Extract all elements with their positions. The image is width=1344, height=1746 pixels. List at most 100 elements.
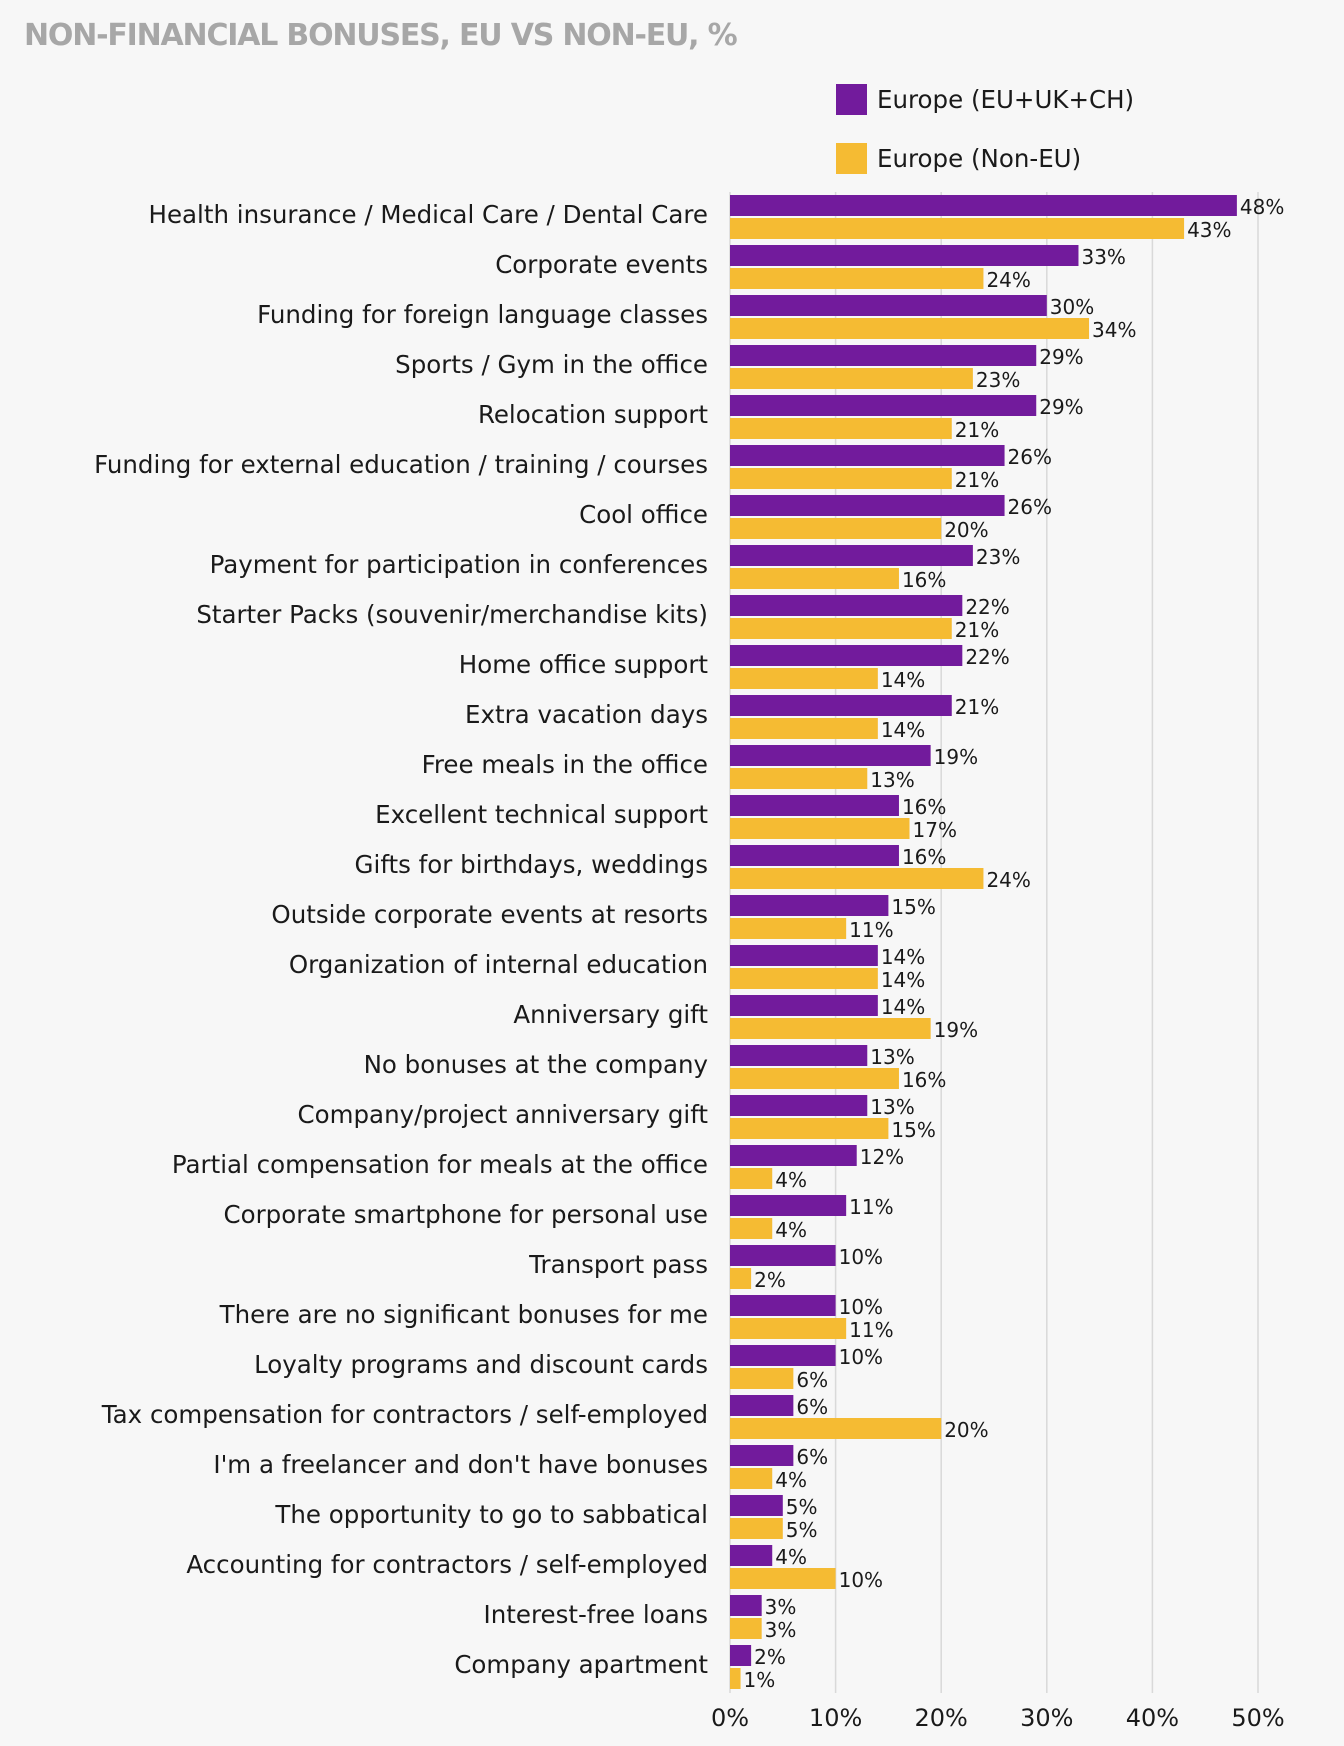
bar <box>730 768 868 789</box>
value-label: 21% <box>955 418 999 442</box>
value-label: 5% <box>786 1495 818 1519</box>
bar <box>730 668 878 689</box>
bar <box>730 1495 783 1516</box>
bar <box>730 345 1037 366</box>
value-label: 48% <box>1240 195 1284 219</box>
value-label: 29% <box>1039 395 1083 419</box>
bar <box>730 568 899 589</box>
bar <box>730 1545 773 1566</box>
value-label: 14% <box>881 668 925 692</box>
value-label: 29% <box>1039 345 1083 369</box>
value-label: 10% <box>839 1245 883 1269</box>
bar <box>730 1145 857 1166</box>
category-label: Corporate smartphone for personal use <box>224 1200 708 1229</box>
value-label: 10% <box>839 1345 883 1369</box>
bar <box>730 1468 773 1489</box>
category-label: Outside corporate events at resorts <box>271 900 708 929</box>
category-label: Organization of internal education <box>289 950 708 979</box>
value-label: 4% <box>775 1218 807 1242</box>
bars <box>730 195 1237 1689</box>
value-label: 13% <box>870 1095 914 1119</box>
x-tick-label: 0% <box>711 1704 749 1732</box>
bar <box>730 945 878 966</box>
category-label: The opportunity to go to sabbatical <box>274 1500 708 1529</box>
bar <box>730 595 963 616</box>
bar <box>730 1318 847 1339</box>
bar <box>730 545 973 566</box>
value-label: 43% <box>1187 218 1231 242</box>
x-tick-label: 40% <box>1126 1704 1179 1732</box>
value-label: 24% <box>986 868 1030 892</box>
value-label: 14% <box>881 718 925 742</box>
value-label: 19% <box>934 745 978 769</box>
value-label: 14% <box>881 968 925 992</box>
x-axis-ticks: 0% 10% 20% 30% 40% 50% <box>711 1704 1285 1732</box>
value-label: 22% <box>965 595 1009 619</box>
bar <box>730 218 1185 239</box>
bar <box>730 845 899 866</box>
value-label: 33% <box>1081 245 1125 269</box>
value-label: 19% <box>934 1018 978 1042</box>
value-labels: 48% 43% 33% 24% 30%34% 29% 23% 29% 21% 26% 21% 26% 2… <box>744 195 1285 1692</box>
category-label: Sports / Gym in the office <box>395 350 708 379</box>
bar <box>730 1018 931 1039</box>
value-label: 30% <box>1050 295 1094 319</box>
bar <box>730 645 963 666</box>
category-label: Starter Packs (souvenir/merchandise kits… <box>196 600 708 629</box>
category-label: Funding for foreign language classes <box>257 300 708 329</box>
value-label: 11% <box>849 1195 893 1219</box>
x-tick-label: 10% <box>809 1704 862 1732</box>
bar <box>730 618 952 639</box>
value-label: 6% <box>796 1368 828 1392</box>
value-label: 21% <box>955 468 999 492</box>
bar <box>730 1368 794 1389</box>
bar <box>730 495 1005 516</box>
legend-swatch <box>836 143 867 174</box>
bar <box>730 318 1090 339</box>
bar <box>730 295 1047 316</box>
bar <box>730 418 952 439</box>
bar <box>730 1345 836 1366</box>
bar <box>730 1445 794 1466</box>
legend-label: Europe (Non-EU) <box>877 144 1081 173</box>
bar <box>730 245 1079 266</box>
category-label: Relocation support <box>478 400 708 429</box>
bar <box>730 745 931 766</box>
value-label: 34% <box>1092 318 1136 342</box>
value-label: 3% <box>765 1595 797 1619</box>
category-label: Tax compensation for contractors / self-… <box>101 1400 708 1429</box>
bar <box>730 195 1237 216</box>
value-label: 1% <box>744 1668 776 1692</box>
bar <box>730 1068 899 1089</box>
category-label: There are no significant bonuses for me <box>219 1300 708 1329</box>
value-label: 23% <box>976 368 1020 392</box>
value-label: 10% <box>839 1295 883 1319</box>
value-label: 13% <box>870 768 914 792</box>
x-tick-label: 30% <box>1020 1704 1073 1732</box>
bar <box>730 1618 762 1639</box>
bar <box>730 1168 773 1189</box>
value-label: 24% <box>986 268 1030 292</box>
value-label: 11% <box>849 918 893 942</box>
category-label: Extra vacation days <box>465 700 708 729</box>
legend: Europe (EU+UK+CH) Europe (Non-EU) <box>836 84 1134 174</box>
x-tick-label: 50% <box>1231 1704 1284 1732</box>
value-label: 3% <box>765 1618 797 1642</box>
value-label: 11% <box>849 1318 893 1342</box>
bar <box>730 1245 836 1266</box>
bar <box>730 895 889 916</box>
value-label: 15% <box>891 895 935 919</box>
category-label: Interest-free loans <box>484 1600 708 1629</box>
value-label: 2% <box>754 1268 786 1292</box>
bar <box>730 395 1037 416</box>
value-label: 5% <box>786 1518 818 1542</box>
value-label: 14% <box>881 995 925 1019</box>
bar <box>730 1645 752 1666</box>
category-label: Anniversary gift <box>513 1000 708 1029</box>
category-label: Free meals in the office <box>422 750 708 779</box>
value-label: 23% <box>976 545 1020 569</box>
value-label: 2% <box>754 1645 786 1669</box>
category-label: Company/project anniversary gift <box>298 1100 709 1129</box>
category-label: No bonuses at the company <box>364 1050 708 1079</box>
category-label: Funding for external education / trainin… <box>94 450 708 479</box>
